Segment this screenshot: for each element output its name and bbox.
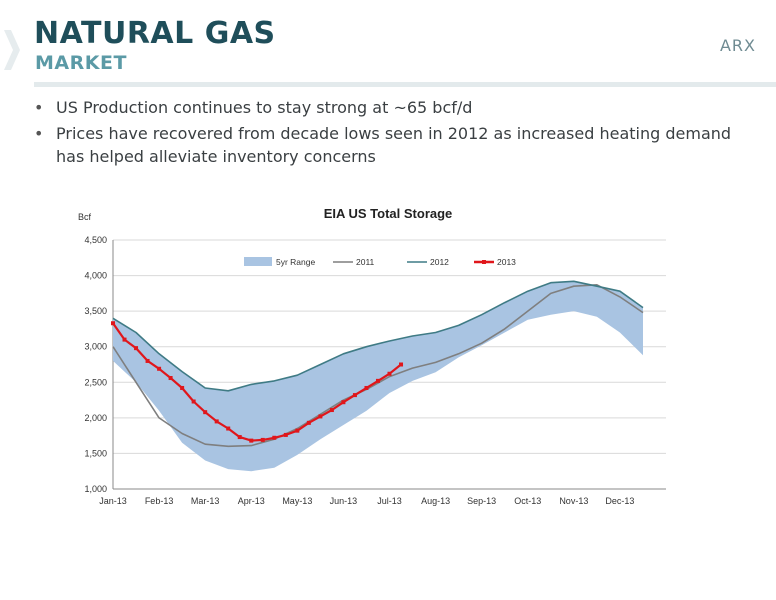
point-2013 <box>352 393 357 398</box>
point-2013 <box>122 337 127 342</box>
bullet-text: US Production continues to stay strong a… <box>56 98 473 117</box>
point-2013 <box>191 399 196 404</box>
point-2013 <box>399 362 404 367</box>
point-2013 <box>318 414 323 419</box>
bullet-list: • US Production continues to stay strong … <box>32 96 752 171</box>
point-2013 <box>168 376 173 381</box>
x-tick-label: Dec-13 <box>605 496 634 506</box>
series-line-2012 <box>112 280 644 392</box>
page-title: NATURAL GAS <box>34 16 276 51</box>
x-tick-label: Oct-13 <box>514 496 541 506</box>
point-2013 <box>272 435 277 440</box>
x-tick-label: Jan-13 <box>99 496 127 506</box>
x-tick-label: Nov-13 <box>559 496 588 506</box>
x-tick-label: Apr-13 <box>238 496 265 506</box>
legend-label: 5yr Range <box>276 257 315 267</box>
range-band-5yr <box>113 281 643 472</box>
header-divider <box>34 82 776 87</box>
point-2013 <box>214 419 219 424</box>
y-tick-label: 2,500 <box>84 377 107 387</box>
x-tick-label: Jul-13 <box>377 496 402 506</box>
bullet-text: Prices have recovered from decade lows s… <box>56 124 732 166</box>
x-tick-label: Sep-13 <box>467 496 496 506</box>
series-line-2011 <box>112 284 644 448</box>
legend-marker-2013 <box>482 260 486 264</box>
point-2013 <box>249 438 254 443</box>
y-tick-label: 4,500 <box>84 235 107 245</box>
y-tick-label: 4,000 <box>84 271 107 281</box>
point-2013 <box>283 432 288 437</box>
point-2013 <box>111 321 115 326</box>
point-2013 <box>203 410 208 415</box>
point-2013 <box>375 378 380 383</box>
point-2013 <box>306 420 311 425</box>
x-tick-label: May-13 <box>282 496 312 506</box>
y-tick-label: 3,000 <box>84 342 107 352</box>
legend-label: 2012 <box>430 257 449 267</box>
bullet-item: • Prices have recovered from decade lows … <box>34 124 732 166</box>
brand-logo: ARX <box>719 36 756 55</box>
point-2013 <box>157 366 162 371</box>
point-2013 <box>341 400 346 405</box>
x-tick-label: Jun-13 <box>330 496 358 506</box>
point-2013 <box>180 385 185 390</box>
x-tick-label: Feb-13 <box>145 496 174 506</box>
chart-title: EIA US Total Storage <box>324 206 453 221</box>
chevron-icon <box>4 30 20 70</box>
point-2013 <box>260 437 265 442</box>
x-tick-label: Mar-13 <box>191 496 220 506</box>
point-2013 <box>145 358 150 363</box>
y-axis-label: Bcf <box>78 212 92 222</box>
bullet-item: • US Production continues to stay strong … <box>34 98 473 117</box>
y-tick-label: 1,000 <box>84 484 107 494</box>
y-tick-label: 2,000 <box>84 413 107 423</box>
legend-swatch-range <box>244 257 272 266</box>
legend-label: 2013 <box>497 257 516 267</box>
y-tick-label: 1,500 <box>84 448 107 458</box>
point-2013 <box>387 371 392 376</box>
point-2013 <box>237 435 242 440</box>
point-2013 <box>134 346 139 351</box>
x-tick-label: Aug-13 <box>421 496 450 506</box>
point-2013 <box>329 408 334 413</box>
page-subtitle: MARKET <box>35 52 127 74</box>
point-2013 <box>226 426 231 431</box>
y-tick-label: 3,500 <box>84 306 107 316</box>
legend-label: 2011 <box>356 257 375 267</box>
point-2013 <box>295 428 300 433</box>
storage-chart: 1,000 1,500 2,000 2,500 3,000 3,500 4,000 4,500… <box>78 206 666 506</box>
point-2013 <box>364 385 369 390</box>
